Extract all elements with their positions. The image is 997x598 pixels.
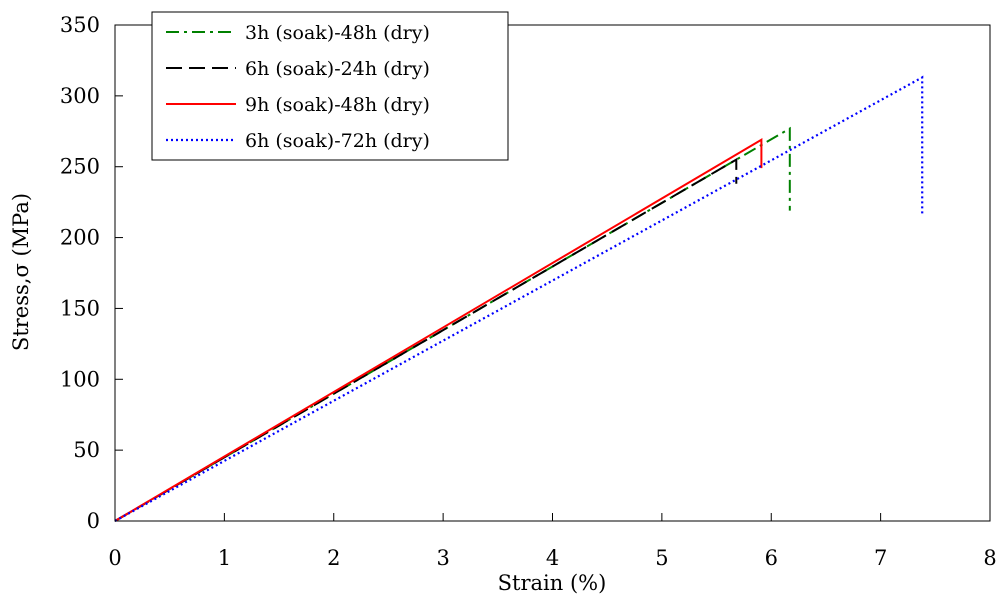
series-layer — [114, 75, 924, 522]
y-tick-label: 200 — [60, 226, 100, 250]
y-axis-title: Stress,σ (MPa) — [9, 193, 33, 351]
legend-box — [151, 11, 509, 161]
y-tick-label: 150 — [60, 296, 100, 320]
x-axis-title: Strain (%) — [498, 571, 607, 595]
y-tick-label: 250 — [60, 155, 100, 179]
legend-label-1: 3h (soak)-48h (dry) — [245, 22, 430, 44]
legend-label-4: 6h (soak)-72h (dry) — [245, 130, 430, 152]
legend: 3h (soak)-48h (dry) 6h (soak)-24h (dry) 9h… — [151, 11, 509, 161]
series-line-4 — [114, 75, 924, 522]
x-tick-label: 3 — [436, 546, 449, 570]
y-tick-label: 300 — [60, 84, 100, 108]
axis-layer: 0 1 2 3 4 5 6 7 8 0 50 100 150 200 250 300 350 — [60, 13, 997, 570]
y-tick-label: 50 — [73, 438, 100, 462]
x-tick-label: 7 — [874, 546, 887, 570]
legend-label-3: 9h (soak)-48h (dry) — [245, 94, 430, 116]
y-tick-label: 100 — [60, 367, 100, 391]
series-line-2 — [114, 157, 738, 522]
x-tick-label: 5 — [655, 546, 668, 570]
x-tick-label: 1 — [218, 546, 231, 570]
x-tick-label: 2 — [327, 546, 340, 570]
x-tick-label: 8 — [983, 546, 996, 570]
x-tick-label: 6 — [765, 546, 778, 570]
legend-label-2: 6h (soak)-24h (dry) — [245, 58, 430, 80]
y-tick-label: 350 — [60, 13, 100, 37]
series-line-3 — [114, 138, 763, 522]
x-tick-label: 0 — [108, 546, 121, 570]
x-tick-label: 4 — [546, 546, 559, 570]
y-tick-label: 0 — [87, 509, 100, 533]
